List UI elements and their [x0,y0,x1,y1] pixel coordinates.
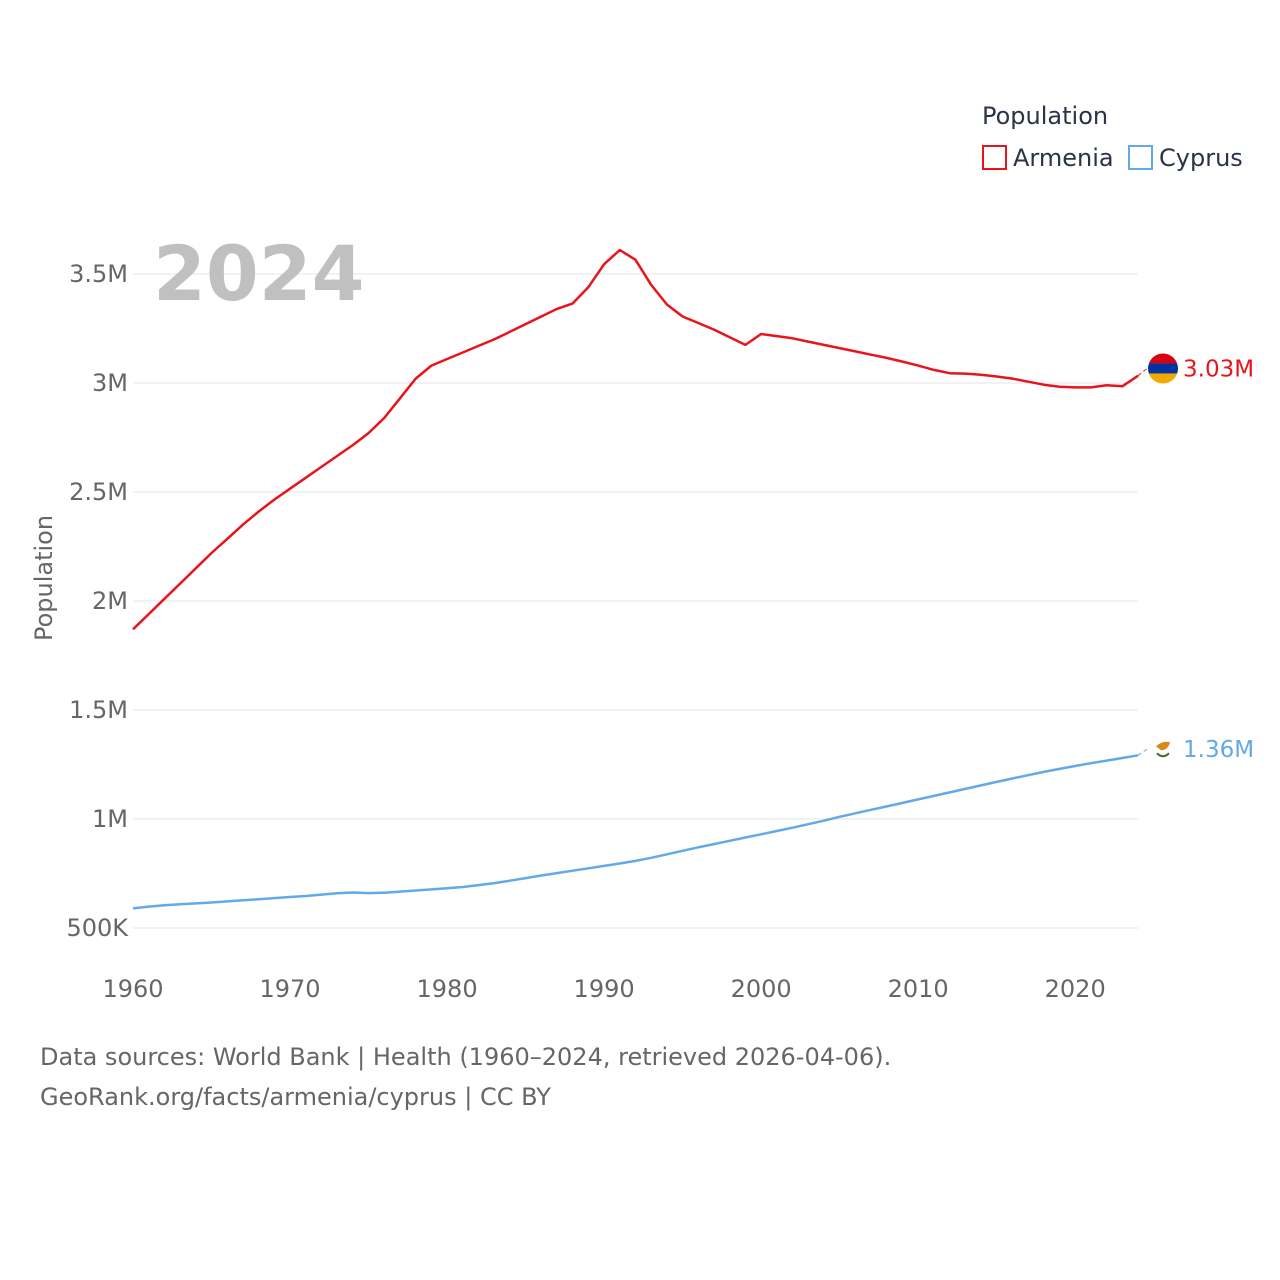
legend-swatch-armenia [982,145,1007,170]
armenia-flag-icon [1148,353,1178,384]
x-tick-label: 1960 [102,975,163,1003]
end-connector-cyprus [1137,748,1148,756]
x-axis-ticks: 1960 1970 1980 1990 2000 2010 2020 [102,975,1105,1003]
x-tick-label: 1970 [259,975,320,1003]
end-connector-armenia [1137,368,1148,377]
legend-label-armenia: Armenia [1013,144,1114,172]
x-tick-label: 1990 [574,975,635,1003]
data-sources-note: Data sources: World Bank | Health (1960–… [40,1043,892,1071]
series-line-cyprus[interactable] [132,754,1139,910]
x-tick-label: 1980 [417,975,478,1003]
y-tick-label: 3.5M [69,260,128,288]
legend-swatch-cyprus [1128,145,1153,170]
y-tick-label: 1.5M [69,696,128,724]
x-tick-label: 2020 [1045,975,1106,1003]
legend-label-cyprus: Cyprus [1159,144,1243,172]
end-value-label-armenia: 3.03M [1183,356,1254,382]
gridlines [133,273,1138,929]
y-axis-title: Population [30,515,58,641]
series-line-armenia[interactable] [132,248,1139,631]
y-tick-label: 3M [92,369,128,397]
attribution-link[interactable]: GeoRank.org/facts/armenia/cyprus | CC BY [40,1083,551,1111]
y-tick-label: 2M [92,587,128,615]
legend-title: Population [982,102,1108,130]
year-label: 2024 [153,229,365,318]
legend-item-cyprus[interactable]: Cyprus [1128,144,1243,172]
legend-item-armenia[interactable]: Armenia [982,144,1114,172]
y-tick-label: 2.5M [69,478,128,506]
legend: Population Armenia Cyprus [982,102,1243,172]
end-value-label-cyprus: 1.36M [1183,737,1254,763]
y-axis-ticks: 500K 1M 1.5M 2M 2.5M 3M 3.5M [66,260,129,942]
y-tick-label: 1M [92,805,128,833]
series-lines [132,248,1139,910]
cyprus-flag-icon [1148,734,1178,765]
y-tick-label: 500K [66,914,129,942]
x-tick-label: 2000 [731,975,792,1003]
x-tick-label: 2010 [888,975,949,1003]
series-end-markers: 3.03M 1.36M [1137,353,1254,765]
